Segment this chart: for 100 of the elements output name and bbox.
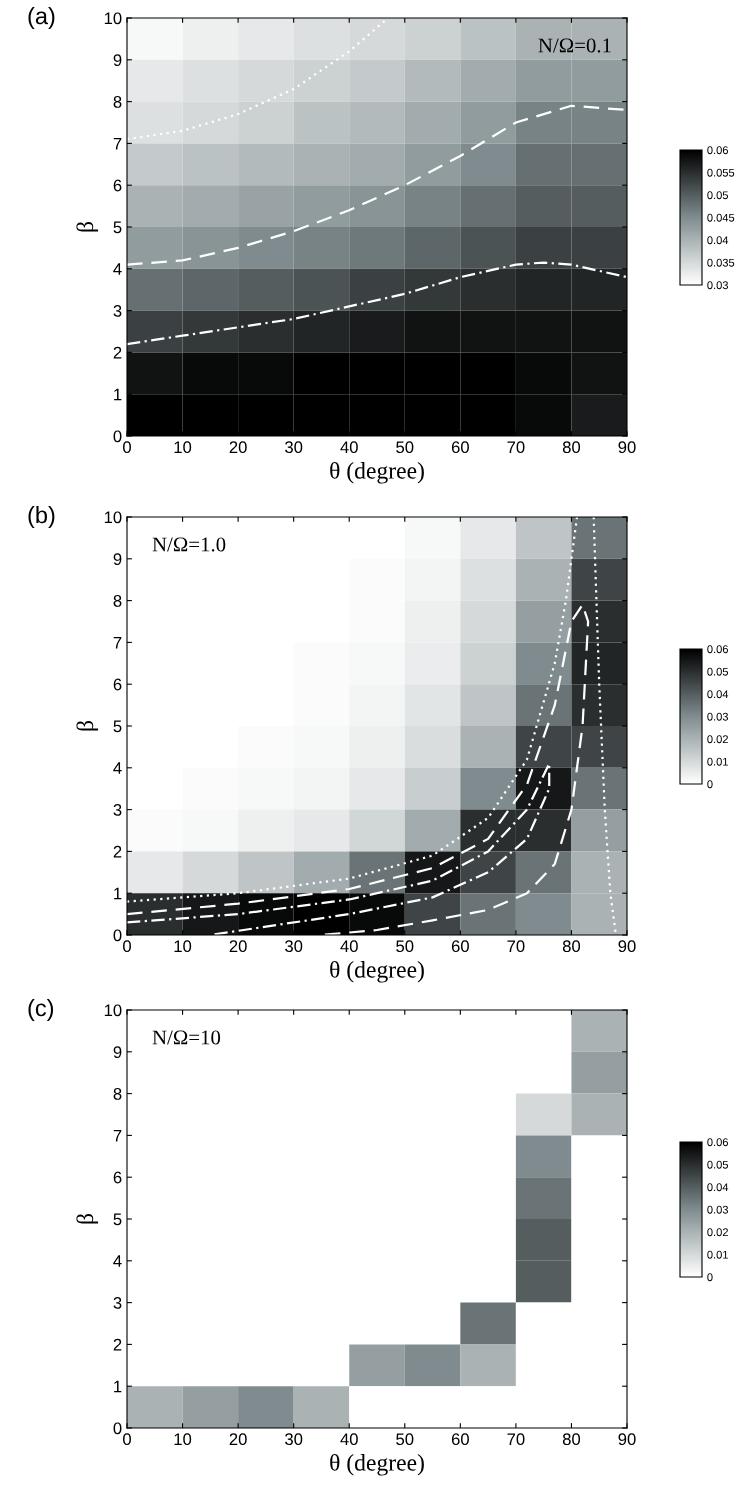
- y-tick-label: 9: [113, 553, 122, 565]
- color-bar-label: 0.055: [707, 168, 735, 177]
- x-tick-label: 0: [123, 1433, 131, 1446]
- x-tick-label: 20: [229, 441, 247, 454]
- y-axis-title: β: [76, 721, 99, 731]
- x-tick-label: 20: [229, 940, 247, 953]
- color-bar-label: 0.03: [707, 1205, 728, 1214]
- y-tick-label: 1: [114, 887, 122, 900]
- y-tick-label: 9: [113, 54, 122, 66]
- y-tick-label: 0: [113, 929, 122, 942]
- y-axis-title: β: [76, 222, 99, 232]
- x-tick-label: 50: [396, 940, 414, 953]
- color-bar-label: 0.01: [707, 1250, 728, 1259]
- x-tick-label: 40: [340, 1433, 358, 1446]
- color-bar-label: 0.06: [707, 1138, 728, 1147]
- color-bar-label: 0.05: [707, 1160, 729, 1169]
- x-tick-label: 60: [451, 1433, 469, 1446]
- x-tick-label: 0: [123, 441, 131, 454]
- x-tick-label: 70: [507, 441, 525, 454]
- x-tick-label: 80: [562, 940, 581, 953]
- y-tick-label: 5: [113, 1213, 122, 1226]
- x-tick-label: 80: [562, 441, 581, 454]
- y-tick-label: 0: [113, 1422, 122, 1435]
- line-series: [127, 762, 551, 935]
- annotation: N/Ω=10: [152, 1030, 221, 1045]
- x-tick-label: 90: [618, 441, 636, 454]
- x-tick-label: 30: [285, 441, 303, 454]
- color-bar-label: 0.02: [707, 1228, 728, 1237]
- y-tick-label: 4: [113, 762, 122, 774]
- x-tick-label: 50: [396, 1433, 414, 1446]
- x-tick-label: 20: [229, 1433, 247, 1446]
- y-axis-title: β: [76, 1214, 99, 1224]
- line-series: [127, 517, 579, 903]
- y-tick-label: 3: [113, 804, 122, 816]
- x-tick-label: 60: [451, 940, 469, 953]
- text: (b): [28, 506, 55, 528]
- x-tick-label: 10: [174, 940, 192, 953]
- color-bar-label: 0.035: [707, 258, 735, 267]
- y-tick-label: 6: [113, 179, 122, 192]
- x-tick-label: 90: [618, 1433, 636, 1446]
- y-tick-label: 2: [113, 845, 122, 858]
- y-tick-label: 7: [113, 636, 122, 649]
- text: (a): [28, 7, 55, 29]
- line-series: [592, 517, 617, 935]
- color-bar-label: 0.04: [707, 1183, 729, 1192]
- y-tick-label: 3: [113, 305, 122, 317]
- x-tick-label: 10: [174, 441, 192, 454]
- y-tick-label: 4: [113, 263, 122, 275]
- text: (c): [28, 998, 54, 1021]
- y-tick-label: 3: [113, 1297, 122, 1309]
- y-tick-label: 2: [113, 346, 122, 359]
- annotation: N/Ω=0.1: [538, 38, 611, 53]
- y-tick-label: 0: [113, 430, 122, 443]
- x-tick-label: 70: [507, 1433, 525, 1446]
- color-bar-label: 0.06: [707, 645, 728, 654]
- x-axis-title: θ (degree): [330, 461, 424, 484]
- color-bar-label: 0.06: [707, 146, 728, 155]
- x-tick-label: 40: [340, 441, 358, 454]
- color-bar-label: 0: [707, 780, 713, 789]
- color-bar-label: 0.045: [707, 213, 735, 222]
- line-series: [127, 603, 590, 935]
- x-tick-label: 0: [123, 940, 131, 953]
- color-bar-label: 0.05: [707, 667, 729, 676]
- x-axis-title: θ (degree): [330, 1453, 424, 1476]
- color-bar-label: 0.05: [707, 191, 729, 200]
- x-tick-label: 30: [285, 940, 303, 953]
- x-tick-label: 30: [285, 1433, 303, 1446]
- y-tick-label: 6: [113, 1171, 122, 1184]
- color-bar-label: 0: [707, 1273, 713, 1282]
- y-tick-label: 8: [113, 96, 122, 108]
- color-bar-label: 0.02: [707, 735, 728, 744]
- y-tick-label: 10: [104, 12, 122, 25]
- y-tick-label: 5: [113, 221, 122, 234]
- y-tick-label: 1: [114, 1380, 122, 1393]
- color-bar-label: 0.03: [707, 281, 728, 290]
- y-tick-label: 8: [113, 1088, 122, 1100]
- y-tick-label: 1: [114, 388, 122, 401]
- color-bar-label: 0.01: [707, 757, 728, 766]
- x-tick-label: 60: [451, 441, 469, 454]
- x-tick-label: 50: [396, 441, 414, 454]
- x-tick-label: 80: [562, 1433, 581, 1446]
- y-tick-label: 10: [104, 1004, 122, 1017]
- y-tick-label: 4: [113, 1255, 122, 1267]
- x-tick-label: 70: [507, 940, 525, 953]
- y-tick-label: 8: [113, 595, 122, 607]
- color-bar-label: 0.03: [707, 712, 728, 721]
- line-series: [127, 104, 627, 266]
- y-tick-label: 7: [113, 137, 122, 150]
- y-tick-label: 10: [104, 511, 122, 524]
- annotation: N/Ω=1.0: [152, 537, 226, 552]
- line-series: [127, 261, 627, 346]
- x-axis-title: θ (degree): [330, 960, 424, 983]
- y-tick-label: 2: [113, 1338, 122, 1351]
- y-tick-label: 5: [113, 720, 122, 733]
- y-tick-label: 9: [113, 1046, 122, 1058]
- x-tick-label: 40: [340, 940, 358, 953]
- x-tick-label: 90: [618, 940, 636, 953]
- color-bar-label: 0.04: [707, 690, 729, 699]
- x-tick-label: 10: [174, 1433, 192, 1446]
- color-bar-label: 0.04: [707, 236, 729, 245]
